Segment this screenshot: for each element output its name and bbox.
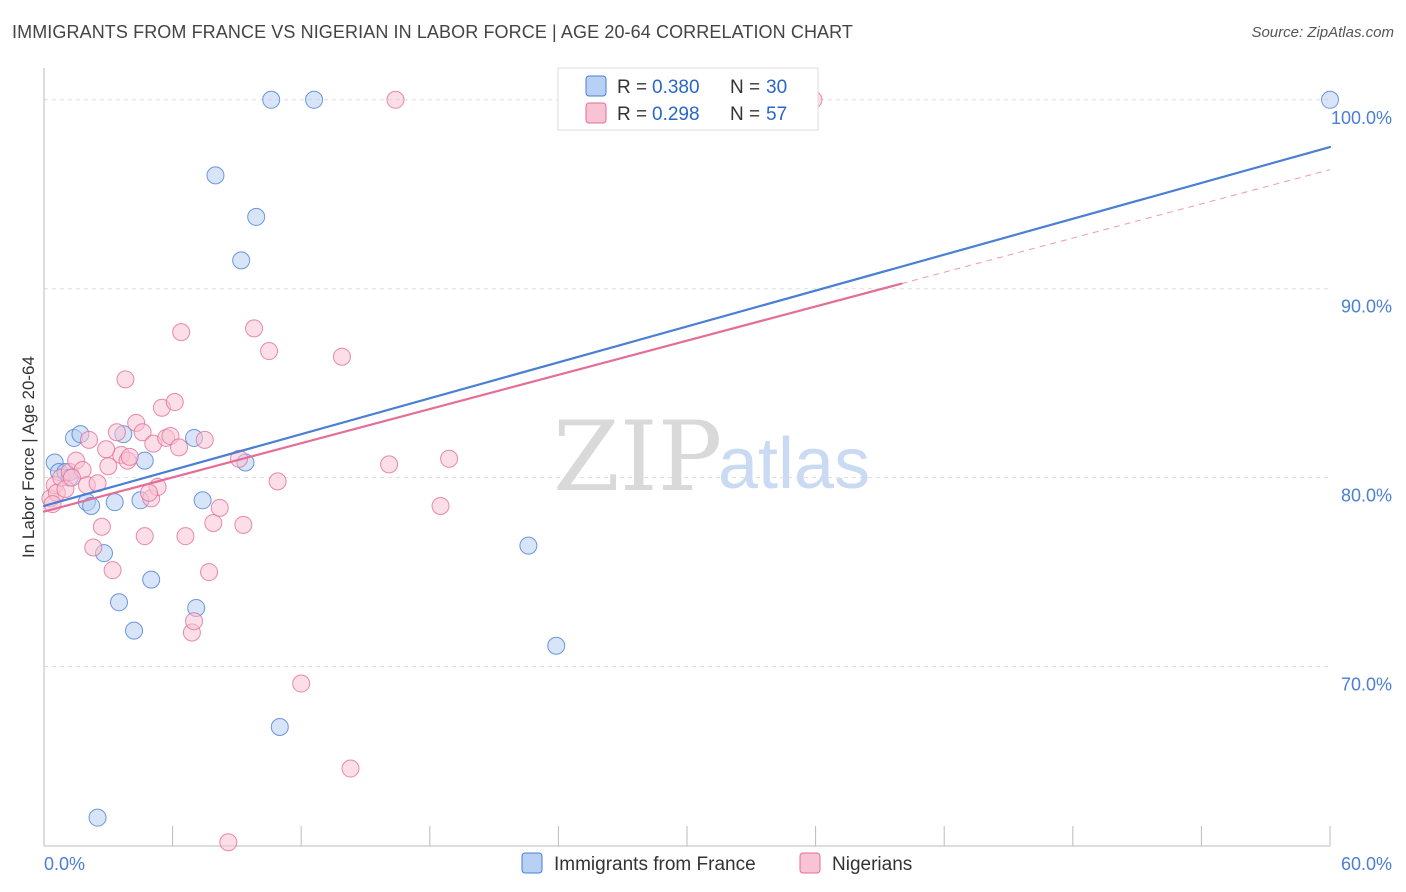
nigerian-point-22 (135, 527, 154, 546)
y-tick-label-70: 70.0% (1341, 675, 1392, 695)
france-point-28 (547, 636, 566, 655)
france-trend-line (42, 145, 1332, 508)
france-point-29 (1321, 90, 1339, 109)
x-tick-label-max: 60.0% (1341, 854, 1392, 874)
france-point-14 (135, 451, 154, 470)
france-point-9 (105, 493, 124, 512)
france-point-10 (110, 593, 129, 612)
nigerian-point-19 (120, 447, 139, 466)
nigerian-point-45 (292, 674, 311, 693)
nigerian-point-10 (84, 538, 103, 557)
legend-n-value-blue: 30 (766, 77, 787, 98)
nigerian-point-35 (195, 430, 214, 449)
nigerian-point-54 (97, 440, 116, 459)
france-point-26 (88, 808, 107, 827)
legend-n-label-blue: N = (730, 77, 760, 98)
nigerian-point-49 (386, 90, 405, 109)
nigerian-point-46 (332, 347, 351, 366)
france-point-19 (206, 166, 225, 185)
nigerian-point-15 (107, 423, 126, 442)
legend-r-label-blue: R = (617, 77, 647, 98)
france-point-15 (142, 570, 161, 589)
nigerian-point-47 (341, 759, 360, 778)
france-point-25 (305, 90, 324, 109)
bottom-legend-label-blue: Immigrants from France (554, 854, 756, 875)
chart-title: IMMIGRANTS FROM FRANCE VS NIGERIAN IN LA… (12, 22, 854, 42)
nigerian-point-17 (116, 370, 135, 389)
nigerian-point-39 (219, 833, 238, 852)
nigerian-point-36 (200, 563, 219, 582)
nigerian-point-43 (260, 342, 279, 361)
y-tick-label-90: 90.0% (1341, 297, 1392, 317)
nigerian-point-37 (204, 513, 223, 532)
legend-n-value-pink: 57 (766, 104, 787, 125)
bottom-legend-swatch-blue (521, 852, 543, 874)
x-tick-label-min: 0.0% (44, 854, 85, 874)
france-point-23 (262, 90, 281, 109)
watermark-atlas: atlas (718, 424, 870, 504)
nigerian-point-50 (431, 496, 450, 515)
trend-lines (42, 145, 1332, 513)
series-nigerians (41, 90, 823, 852)
y-tick-label-100: 100.0% (1331, 108, 1392, 128)
france-point-18 (193, 491, 212, 510)
france-point-24 (270, 717, 289, 736)
nigerian-point-55 (140, 483, 159, 502)
france-point-20 (232, 251, 251, 270)
legend-box: R = 0.380 N = 30 R = 0.298 N = 57 (557, 67, 819, 131)
france-point-12 (125, 621, 144, 640)
nigerian-point-53 (62, 468, 81, 487)
nigerian-point-34 (185, 612, 204, 631)
nigerian-trend-line (42, 282, 903, 513)
nigerian-point-38 (210, 498, 229, 517)
nigerian-point-9 (80, 430, 99, 449)
y-tick-label-80: 80.0% (1341, 486, 1392, 506)
source-label: Source: ZipAtlas.com (1251, 24, 1394, 41)
nigerian-point-41 (234, 515, 253, 534)
nigerian-point-29 (165, 393, 184, 412)
legend-swatch-pink (585, 102, 607, 124)
nigerian-point-51 (440, 449, 459, 468)
bottom-legend-label-pink: Nigerians (832, 854, 912, 875)
bottom-legend: Immigrants from France Nigerians (521, 852, 912, 875)
legend-n-label-pink: N = (730, 104, 760, 125)
nigerian-point-44 (268, 472, 287, 491)
france-point-27 (519, 536, 538, 555)
x-ticks (43, 826, 1331, 846)
nigerian-point-14 (103, 561, 122, 580)
nigerian-point-31 (172, 323, 191, 342)
france-point-22 (247, 207, 266, 226)
france-point-7 (82, 496, 101, 515)
legend-r-label-pink: R = (617, 104, 647, 125)
bottom-legend-swatch-pink (799, 852, 821, 874)
watermark-zip: ZIP (553, 401, 722, 513)
watermark: ZIP atlas (553, 401, 870, 513)
legend-swatch-blue (585, 75, 607, 97)
y-tick-labels: 70.0% 80.0% 90.0% 100.0% (1331, 108, 1392, 695)
gridlines (44, 99, 1330, 668)
nigerian-point-21 (133, 423, 152, 442)
legend-r-value-blue: 0.380 (652, 77, 700, 98)
nigerian-trend-extension (901, 169, 1331, 285)
y-axis-label: In Labor Force | Age 20-64 (19, 356, 38, 558)
nigerian-point-30 (170, 438, 189, 457)
legend-r-value-pink: 0.298 (652, 104, 700, 125)
nigerian-point-42 (245, 319, 264, 338)
nigerian-point-48 (380, 455, 399, 474)
nigerian-point-32 (176, 527, 195, 546)
nigerian-point-12 (92, 517, 111, 536)
